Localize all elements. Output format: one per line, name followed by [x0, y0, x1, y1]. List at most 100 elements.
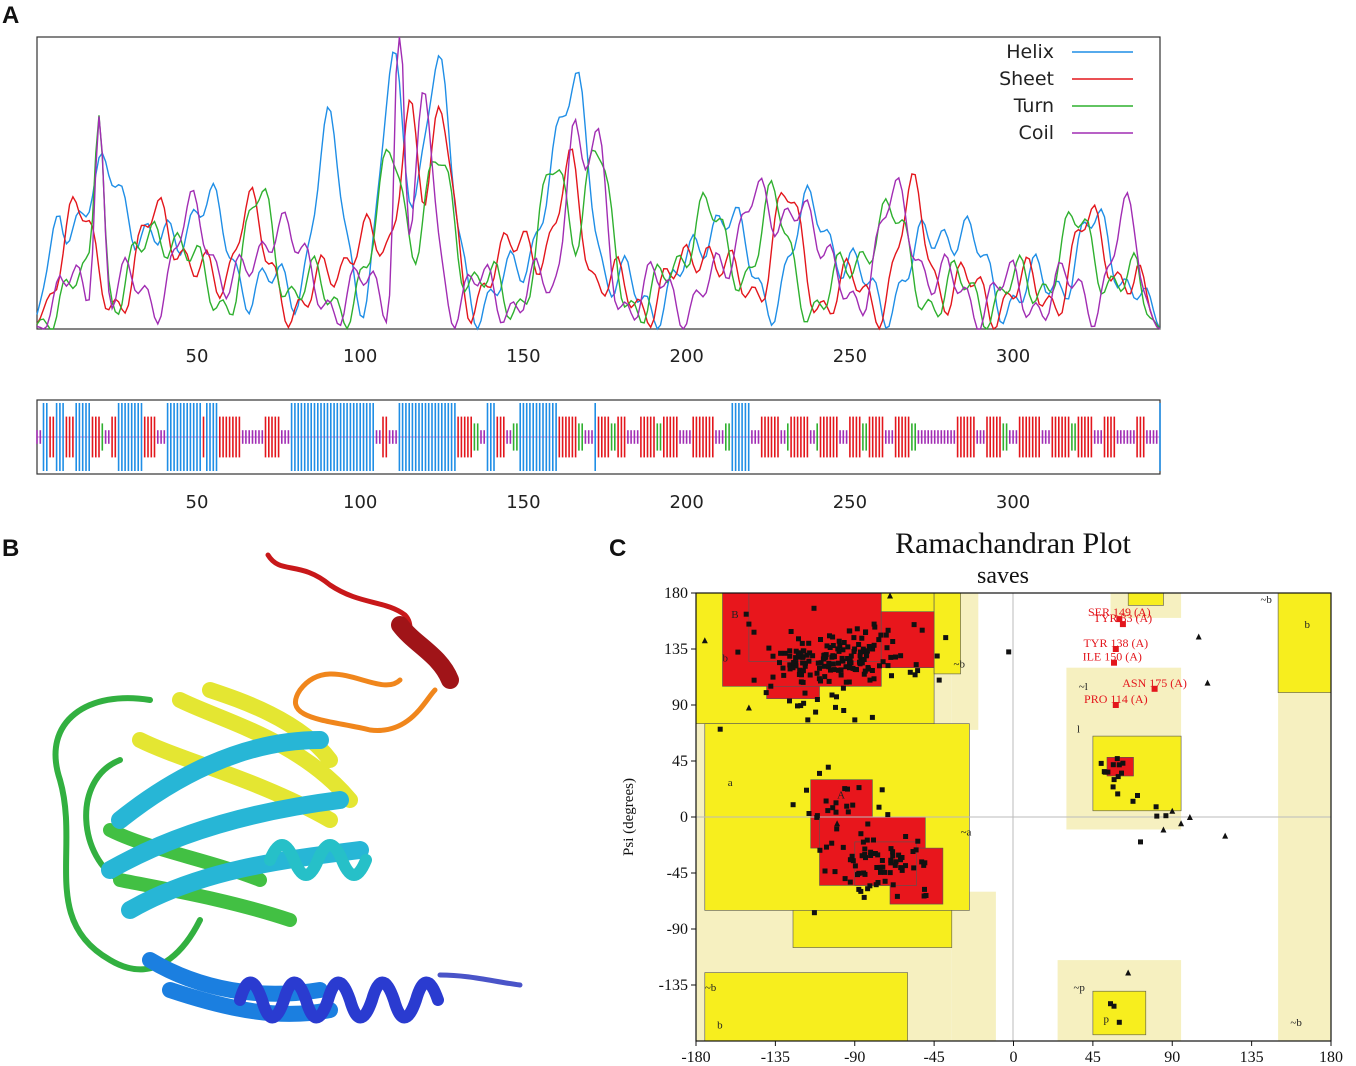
rama-point: [866, 666, 871, 672]
rama-point: [882, 878, 888, 884]
strip-x-tick-label: 250: [833, 492, 867, 513]
rama-residue-label: SER 149 (A): [1088, 605, 1151, 619]
rama-point: [871, 621, 877, 627]
rama-point: [903, 863, 908, 869]
rama-region-label: ~l: [1079, 681, 1088, 693]
rama-point: [770, 653, 776, 659]
rama-point: [790, 665, 796, 671]
rama-region-label: ~p: [1073, 982, 1085, 994]
rama-region-label: ~b: [1290, 1017, 1302, 1029]
rama-point: [890, 639, 896, 644]
rama-point: [866, 644, 872, 649]
strip-x-tick-label: 150: [506, 492, 540, 513]
ribbon-orange-loop: [292, 671, 438, 733]
rama-point: [876, 637, 882, 643]
rama-point: [770, 674, 776, 680]
rama-point: [860, 646, 866, 652]
rama-point: [868, 849, 874, 855]
ramachandran-plot: Ramachandran Plot saves Bb a A ~b ~a ~l l ~b b ~b…: [621, 527, 1343, 1066]
rama-point: [804, 787, 809, 793]
rama-x-tick-label: 180: [1319, 1049, 1343, 1066]
rama-glycine-point: [701, 637, 708, 644]
rama-point: [1111, 777, 1117, 783]
rama-point: [863, 629, 869, 635]
rama-point: [878, 869, 883, 875]
rama-point: [877, 663, 882, 669]
legend-label-helix: Helix: [1006, 41, 1054, 63]
rama-point: [899, 867, 905, 873]
rama-point: [919, 859, 925, 865]
rama-point: [1119, 770, 1124, 776]
rama-point: [838, 672, 844, 678]
rama-point: [922, 886, 927, 892]
rama-point: [858, 888, 864, 894]
rama-point: [743, 611, 749, 617]
x-tick-label: 100: [343, 346, 377, 367]
rama-glycine-point: [1169, 807, 1176, 814]
rama-point: [788, 629, 794, 634]
rama-point: [793, 655, 799, 661]
rama-point: [889, 673, 894, 679]
rama-point: [855, 872, 860, 878]
rama-point: [801, 648, 807, 654]
rama-point: [800, 668, 806, 674]
rama-point: [813, 709, 819, 715]
rama-y-axis-label: Psi (degrees): [621, 778, 637, 856]
rama-point: [814, 813, 820, 819]
rama-point: [787, 653, 793, 659]
rama-point: [861, 649, 866, 655]
rama-point: [797, 667, 803, 673]
rama-region-allowed: [1092, 990, 1147, 1036]
rama-x-tick-label: 90: [1164, 1049, 1180, 1066]
rama-point: [849, 853, 855, 859]
rama-point: [850, 802, 856, 808]
rama-y-tick-label: 180: [664, 585, 688, 602]
rama-point: [841, 640, 847, 645]
rama-point: [751, 677, 757, 683]
rama-glycine-point: [1125, 969, 1132, 976]
rama-point: [873, 882, 879, 888]
rama-point: [787, 648, 793, 654]
rama-point: [871, 676, 877, 682]
rama-point: [817, 847, 823, 853]
rama-point: [840, 685, 846, 691]
rama-title: Ramachandran Plot: [895, 527, 1131, 560]
rama-point: [1154, 813, 1160, 819]
rama-point: [852, 863, 858, 869]
rama-point: [1115, 774, 1121, 780]
rama-point: [1138, 839, 1143, 845]
strip-x-tick-label: 200: [669, 492, 703, 513]
rama-point: [903, 834, 909, 839]
rama-point: [830, 643, 836, 648]
rama-point: [807, 650, 813, 656]
rama-point: [830, 661, 836, 667]
rama-point: [833, 809, 839, 815]
rama-point: [778, 650, 784, 656]
rama-point: [863, 855, 868, 861]
rama-point: [821, 656, 827, 662]
rama-point: [888, 857, 894, 863]
rama-glycine-point: [887, 592, 894, 599]
rama-point: [836, 648, 842, 654]
rama-point: [818, 637, 823, 642]
rama-point: [890, 882, 896, 888]
rama-point: [862, 852, 868, 857]
rama-point: [793, 663, 799, 669]
rama-point: [913, 662, 919, 668]
rama-point: [896, 852, 902, 858]
rama-y-tick-label: 0: [680, 809, 688, 826]
strip-x-ticks: 50 100 150 200 250 300: [186, 492, 1031, 513]
x-tick-label: 50: [186, 346, 209, 367]
x-tick-label: 200: [669, 346, 703, 367]
rama-point: [787, 698, 792, 704]
rama-point: [869, 645, 875, 651]
rama-glycine-point: [1186, 814, 1193, 820]
rama-point: [861, 894, 867, 900]
rama-point: [788, 662, 794, 668]
rama-point: [921, 862, 927, 868]
rama-point: [847, 879, 853, 885]
rama-point: [898, 865, 904, 871]
series-line-sheet: [36, 98, 1161, 331]
rama-region-label: p: [1103, 1013, 1109, 1025]
rama-point: [845, 644, 851, 650]
